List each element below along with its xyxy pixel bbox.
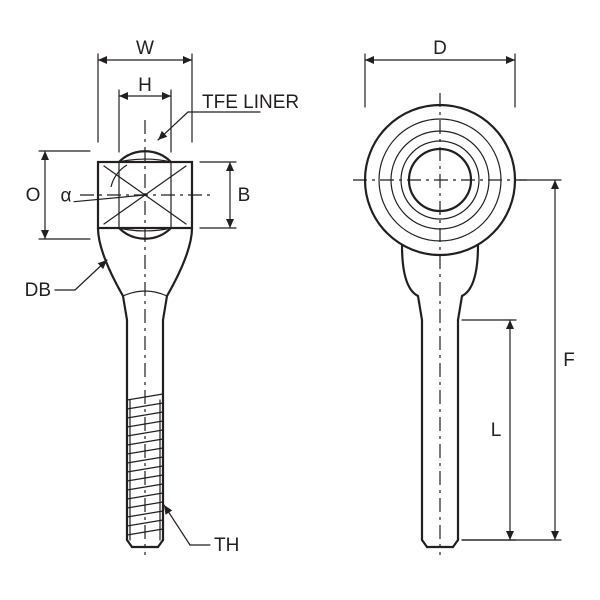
label-O: O (26, 185, 41, 206)
right-view (353, 93, 527, 555)
label-H: H (138, 75, 152, 96)
label-alpha: α (61, 186, 72, 207)
label-L: L (491, 420, 502, 441)
label-D: D (433, 38, 447, 59)
left-view (80, 120, 210, 555)
label-W: W (136, 38, 154, 59)
label-B: B (238, 185, 251, 206)
technical-drawing: WH TFE LINER αO B DB TH D F L (0, 0, 600, 600)
label-TFE: TFE LINER (202, 92, 299, 113)
label-TH: TH (214, 535, 239, 556)
label-DB: DB (25, 280, 51, 301)
label-F: F (563, 350, 575, 371)
